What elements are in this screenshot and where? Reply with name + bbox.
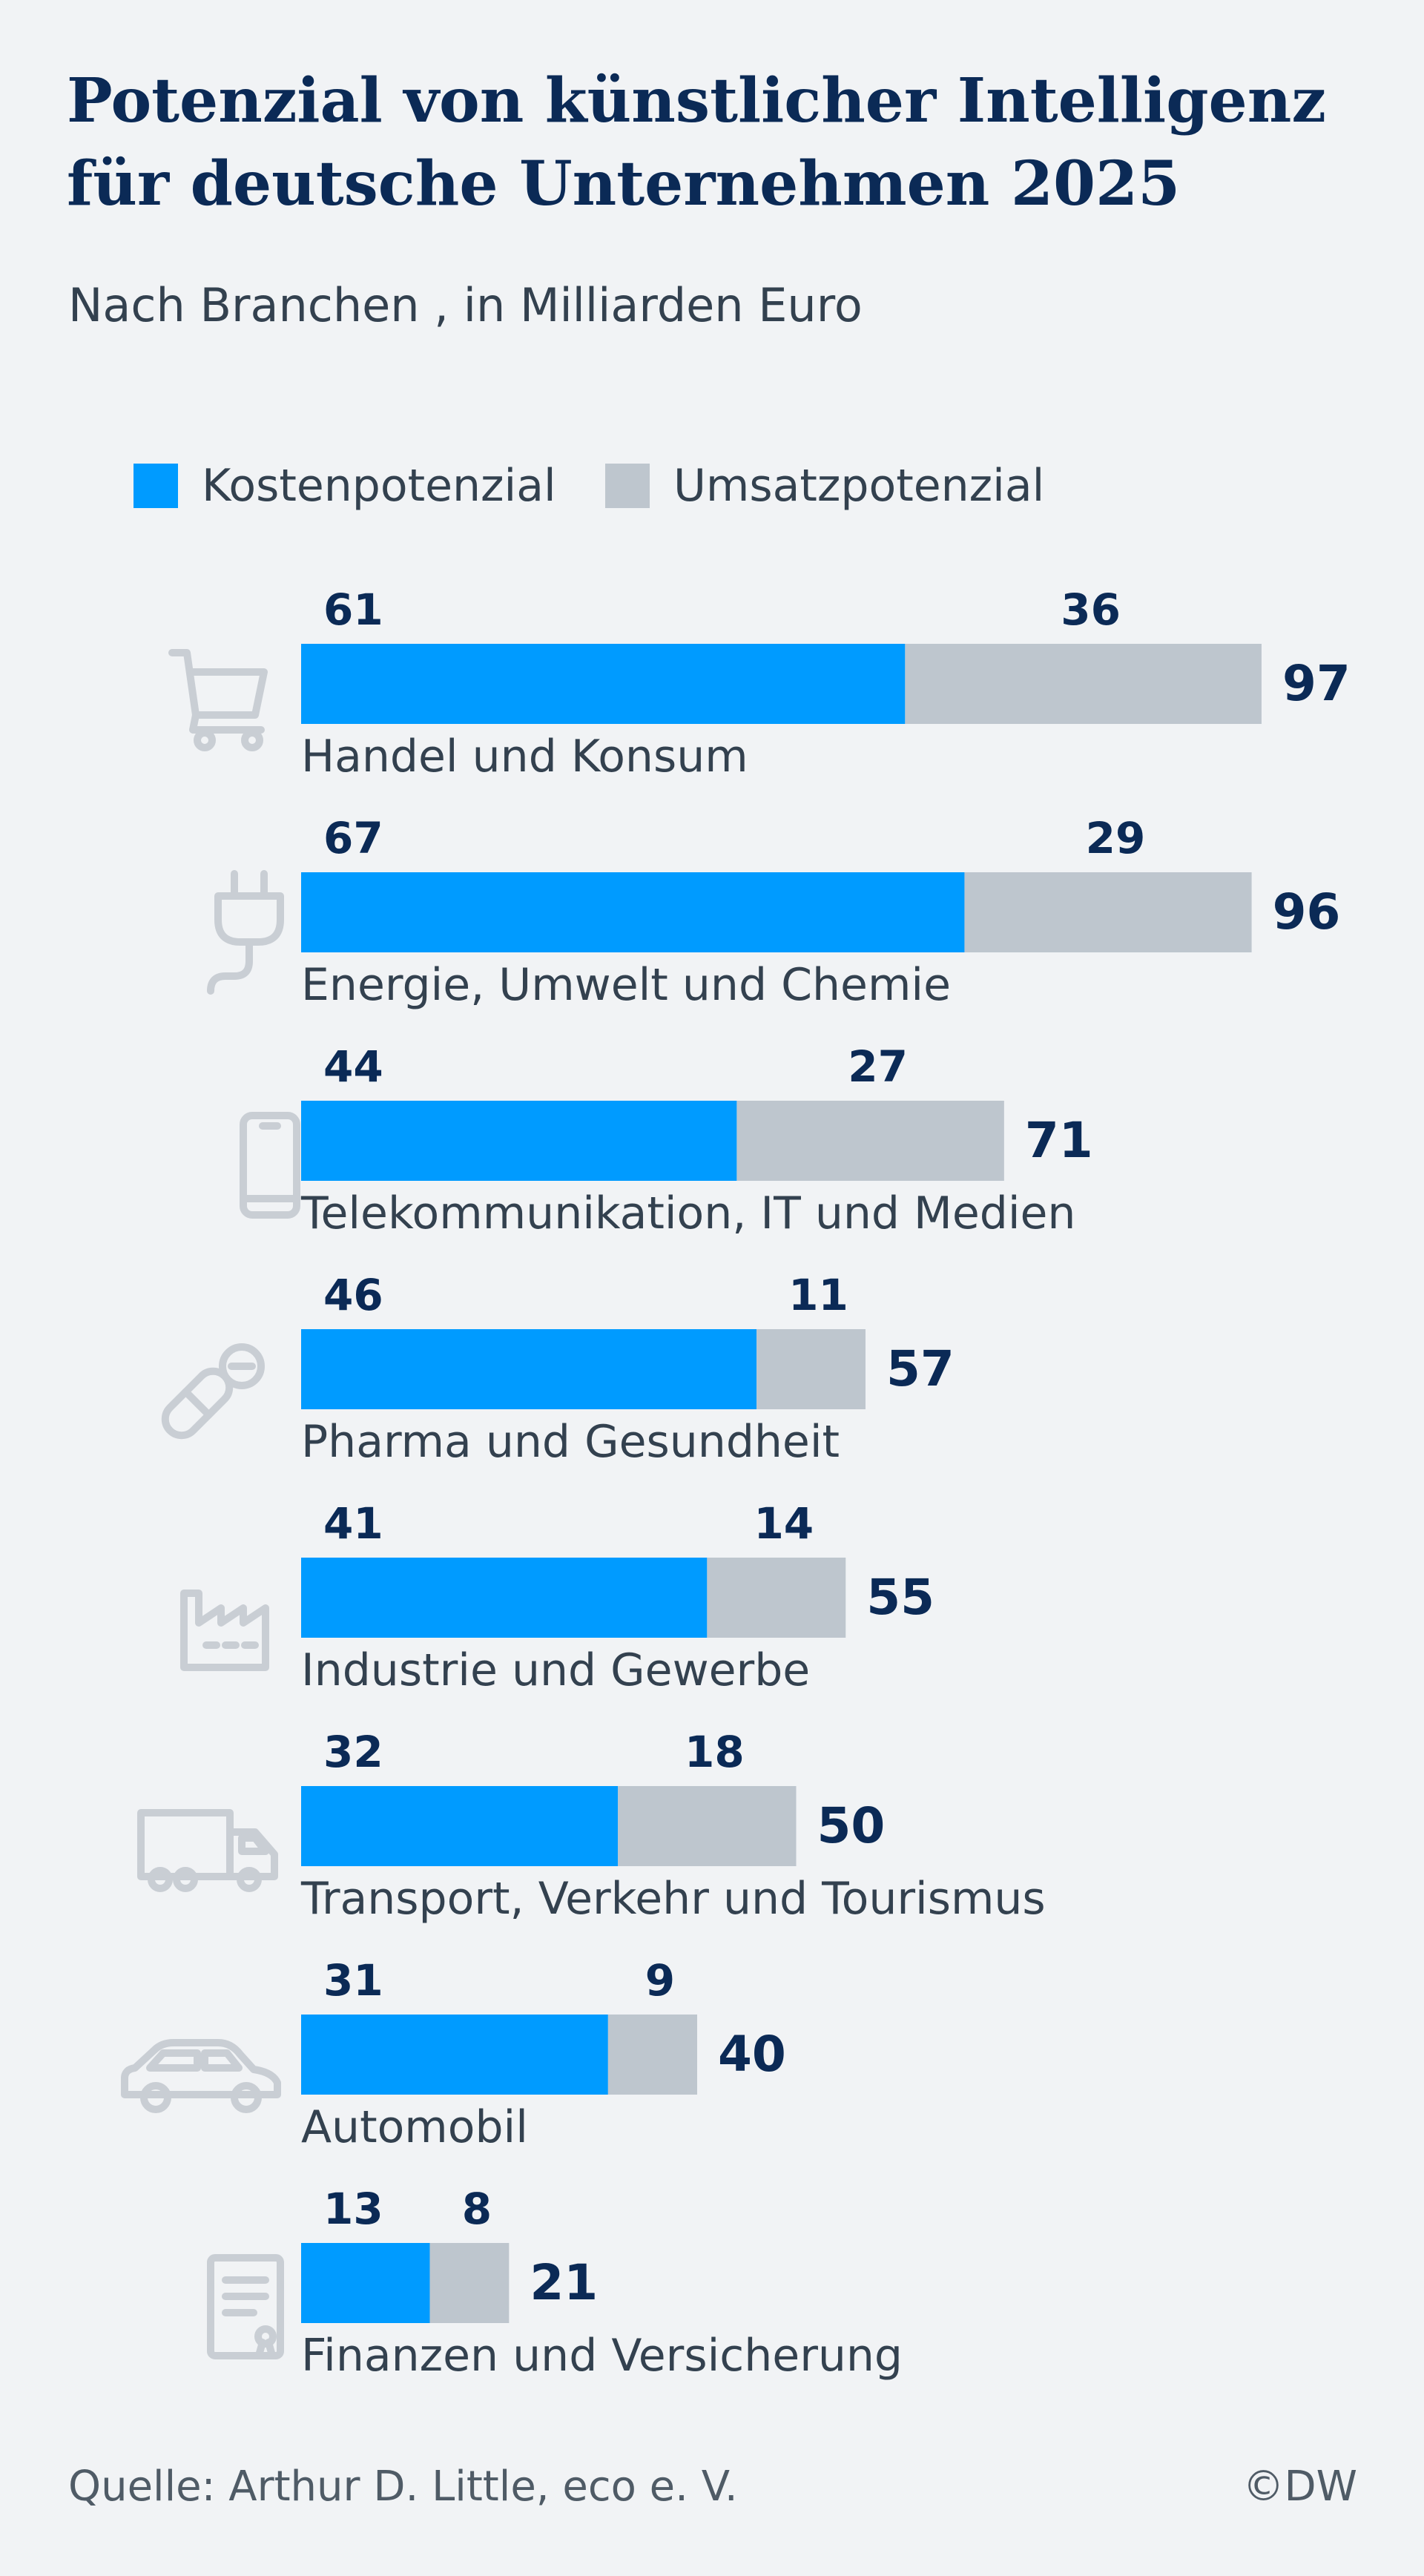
total-label: 55	[866, 1569, 934, 1626]
chart-title-line-2: für deutsche Unternehmen 2025	[67, 148, 1181, 220]
category-label: Transport, Verkehr und Tourismus	[300, 1873, 1046, 1925]
value-label-kostenpotenzial: 61	[323, 584, 383, 635]
shopping-cart-icon	[168, 649, 268, 751]
legend-item-umsatzpotenzial: Umsatzpotenzial	[605, 456, 1044, 515]
value-label-kostenpotenzial: 41	[323, 1498, 383, 1549]
bar-kostenpotenzial	[301, 1329, 757, 1409]
bar-row: 41 14 55 Industrie und Gewerbe	[180, 1498, 934, 1696]
bar-kostenpotenzial	[301, 1101, 737, 1181]
value-label-umsatzpotenzial: 14	[754, 1498, 814, 1549]
bar-row: 44 27 71 Telekommunikation, IT und Medien	[240, 1041, 1093, 1239]
value-label-kostenpotenzial: 32	[323, 1727, 383, 1777]
bar-row: 61 36 97 Handel und Konsum	[168, 584, 1351, 783]
bar-umsatzpotenzial	[756, 1329, 866, 1409]
bar-kostenpotenzial	[301, 644, 906, 724]
value-label-umsatzpotenzial: 27	[848, 1041, 908, 1092]
total-label: 71	[1025, 1112, 1093, 1169]
value-label-umsatzpotenzial: 8	[462, 2184, 492, 2234]
bar-umsatzpotenzial	[618, 1786, 797, 1866]
bar-umsatzpotenzial	[607, 2015, 697, 2095]
total-label: 21	[530, 2254, 598, 2311]
total-label: 97	[1282, 655, 1351, 712]
bar-umsatzpotenzial	[905, 644, 1262, 724]
category-label: Finanzen und Versicherung	[301, 2330, 903, 2382]
legend-label-kostenpotenzial: Kostenpotenzial	[202, 460, 556, 512]
category-label: Energie, Umwelt und Chemie	[301, 959, 951, 1011]
category-label: Handel und Konsum	[301, 731, 748, 783]
bar-umsatzpotenzial	[429, 2243, 510, 2323]
legend-label-umsatzpotenzial: Umsatzpotenzial	[673, 460, 1045, 512]
value-label-umsatzpotenzial: 36	[1061, 584, 1121, 635]
document-icon	[207, 2254, 284, 2359]
truck-icon	[137, 1809, 278, 1892]
category-label: Industrie und Gewerbe	[301, 1644, 810, 1696]
bar-kostenpotenzial	[301, 2015, 608, 2095]
legend-swatch-umsatzpotenzial	[605, 464, 650, 508]
car-icon	[121, 2039, 281, 2113]
credit-label: ©DW	[1242, 2463, 1358, 2511]
legend-item-kostenpotenzial: Kostenpotenzial	[134, 456, 556, 515]
bar-row: 67 29 96 Energie, Umwelt und Chemie	[207, 813, 1341, 1011]
legend-swatch-kostenpotenzial	[134, 464, 178, 508]
bar-umsatzpotenzial	[964, 872, 1252, 952]
bar-row: 46 11 57 Pharma und Gesundheit	[161, 1270, 955, 1468]
smartphone-icon	[240, 1112, 300, 1219]
category-label: Automobil	[301, 2101, 528, 2153]
bar-chart: 61 36 97 Handel und Konsum 67 29 96 Energie, Um…	[121, 584, 1351, 2382]
value-label-kostenpotenzial: 46	[323, 1270, 383, 1320]
bar-kostenpotenzial	[301, 872, 965, 952]
value-label-kostenpotenzial: 44	[323, 1041, 383, 1092]
pill-icon	[161, 1343, 265, 1440]
value-label-umsatzpotenzial: 29	[1086, 813, 1146, 863]
total-label: 50	[817, 1797, 886, 1854]
value-label-umsatzpotenzial: 9	[645, 1955, 675, 2006]
bar-kostenpotenzial	[301, 1786, 619, 1866]
bar-row: 32 18 50 Transport, Verkehr und Tourismus	[137, 1727, 1046, 1925]
source-note: Quelle: Arthur D. Little, eco e. V.	[68, 2463, 738, 2511]
value-label-kostenpotenzial: 31	[323, 1955, 383, 2006]
power-plug-icon	[207, 870, 284, 995]
category-label: Telekommunikation, IT und Medien	[300, 1187, 1075, 1239]
value-label-kostenpotenzial: 67	[323, 813, 383, 863]
total-label: 96	[1273, 883, 1341, 941]
factory-icon	[180, 1590, 269, 1671]
bar-row: 31 9 40 Automobil	[121, 1955, 786, 2153]
value-label-umsatzpotenzial: 18	[685, 1727, 745, 1777]
total-label: 40	[718, 2026, 786, 2083]
chart-title: Potenzial von künstlicher Intelligenz fü…	[67, 59, 1372, 225]
chart-subtitle: Nach Branchen , in Milliarden Euro	[68, 278, 863, 332]
bar-kostenpotenzial	[301, 2243, 430, 2323]
bar-kostenpotenzial	[301, 1558, 708, 1638]
bar-row: 13 8 21 Finanzen und Versicherung	[207, 2184, 903, 2382]
total-label: 57	[886, 1340, 955, 1397]
bar-umsatzpotenzial	[707, 1558, 846, 1638]
value-label-umsatzpotenzial: 11	[788, 1270, 848, 1320]
bar-umsatzpotenzial	[736, 1101, 1004, 1181]
value-label-kostenpotenzial: 13	[323, 2184, 383, 2234]
category-label: Pharma und Gesundheit	[301, 1416, 840, 1468]
chart-title-line-1: Potenzial von künstlicher Intelligenz	[67, 65, 1326, 136]
